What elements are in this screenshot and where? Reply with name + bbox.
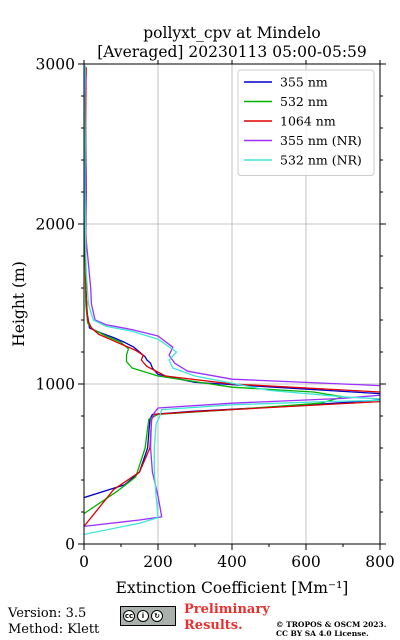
cc-icon: cc <box>123 610 135 622</box>
legend-label: 532 nm (NR) <box>280 153 362 168</box>
legend-label: 355 nm (NR) <box>280 133 362 148</box>
copyright-notice: © TROPOS & OSCM 2023. CC BY SA 4.0 Licen… <box>276 620 386 638</box>
sa-icon: ↻ <box>151 610 163 622</box>
series-lines <box>84 65 380 536</box>
x-tick-label: 0 <box>79 553 89 571</box>
preliminary-line-1: Preliminary <box>184 602 270 617</box>
copyright-line-2: CC BY SA 4.0 License. <box>276 629 369 638</box>
x-tick-label: 400 <box>217 553 247 571</box>
chart-title: pollyxt_cpv at Mindelo <box>143 24 321 42</box>
legend-label: 355 nm <box>280 75 328 90</box>
series-line <box>84 65 380 536</box>
series-line <box>84 67 344 515</box>
chart-figure: pollyxt_cpv at Mindelo [Averaged] 202301… <box>10 24 395 597</box>
legend-box <box>237 69 375 176</box>
by-icon: i <box>137 610 149 622</box>
y-tick-label: 0 <box>65 536 75 554</box>
preliminary-notice: Preliminary Results. <box>184 602 270 634</box>
cc-license-badge: cc i ↻ <box>120 606 176 626</box>
legend-label: 532 nm <box>280 94 328 109</box>
y-axis-label: Height (m) <box>10 261 28 347</box>
x-tick-label: 800 <box>365 553 395 571</box>
y-tick-label: 1000 <box>36 376 75 394</box>
axis-ticks: 0 200 400 600 800 0 1000 2000 3000 <box>36 56 395 572</box>
y-tick-label: 2000 <box>36 216 75 234</box>
copyright-line-1: © TROPOS & OSCM 2023. <box>276 620 387 629</box>
y-tick-label: 3000 <box>36 56 75 74</box>
legend-label: 1064 nm <box>280 114 336 129</box>
chart-subtitle: [Averaged] 20230113 05:00-05:59 <box>97 43 367 61</box>
x-tick-label: 600 <box>291 553 321 571</box>
version-label: Version: 3.5 <box>8 606 87 621</box>
x-axis-label: Extinction Coefficient [Mm⁻¹] <box>116 579 349 597</box>
x-tick-label: 200 <box>143 553 173 571</box>
legend: 355 nm 532 nm 1064 nm 355 nm (NR) 532 nm (NR… <box>237 69 375 176</box>
preliminary-line-2: Results. <box>184 618 243 633</box>
method-label: Method: Klett <box>8 622 100 637</box>
